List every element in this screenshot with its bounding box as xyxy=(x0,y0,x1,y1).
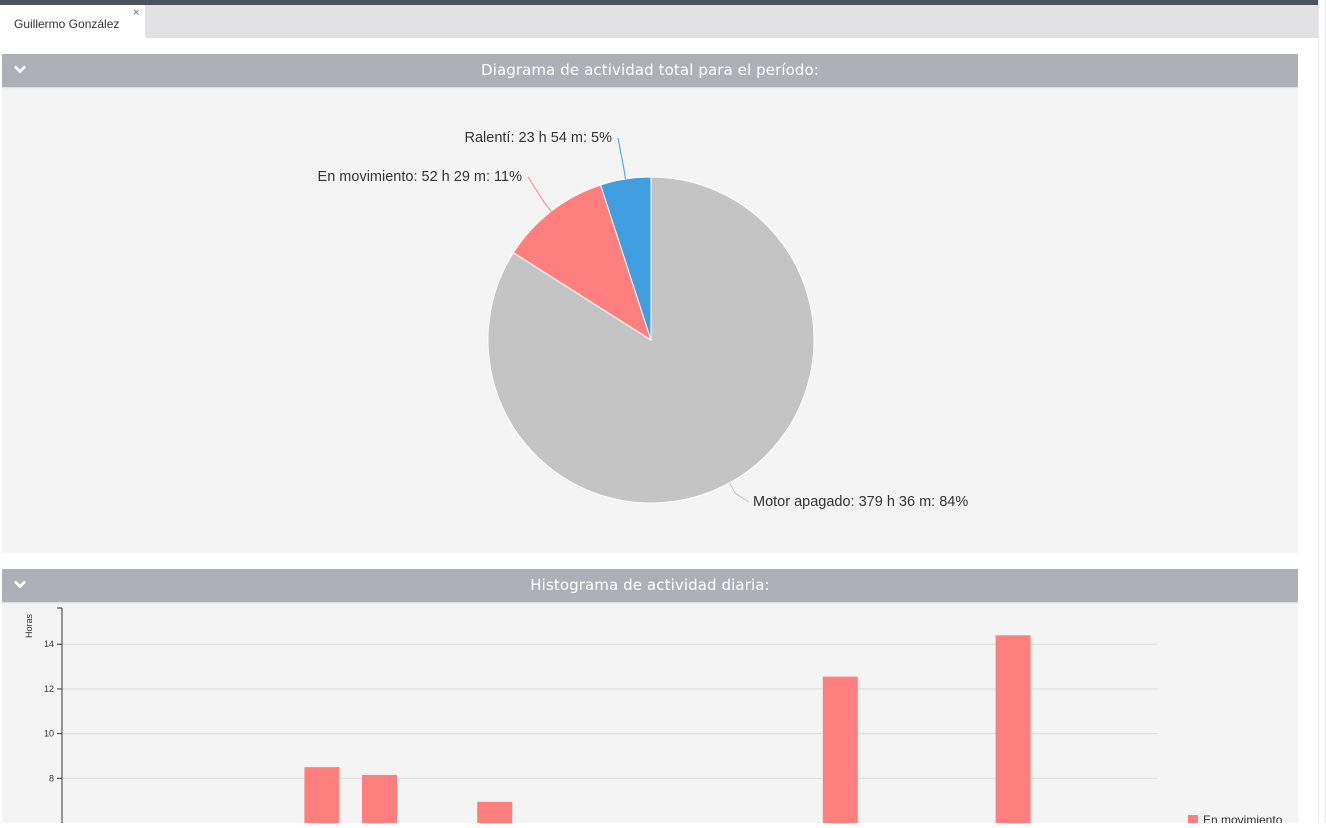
histogram-panel: Histograma de actividad diaria: 8 10 12 14 H… xyxy=(2,569,1298,827)
histogram-chart: 8 10 12 14 Horas En movimiento xyxy=(24,607,1283,827)
pie-slice[interactable] xyxy=(599,176,652,341)
y-tick-label: 14 xyxy=(44,639,54,649)
y-tick-label: 12 xyxy=(44,684,54,694)
y-tick-label: 10 xyxy=(44,729,54,739)
chevron-down-icon[interactable] xyxy=(14,569,28,602)
pie-panel-title: Diagrama de actividad total para el perí… xyxy=(481,61,819,79)
bar[interactable] xyxy=(362,774,397,825)
pie-panel-divider xyxy=(2,87,1298,89)
tab-strip: Guillermo González × xyxy=(0,5,1318,38)
pie-leader-line xyxy=(729,482,750,503)
pie-slice-label: Motor apagado: 379 h 36 m: 84% xyxy=(753,494,968,510)
pie-leader-line xyxy=(527,176,552,212)
scrollbar-thumb[interactable] xyxy=(1319,0,1325,823)
pie-slice-label: En movimiento: 52 h 29 m: 11% xyxy=(318,169,523,185)
legend-swatch xyxy=(1188,815,1198,825)
bar[interactable] xyxy=(477,801,513,825)
histogram-panel-divider xyxy=(2,602,1298,604)
close-icon[interactable]: × xyxy=(133,7,140,19)
window-top-bar xyxy=(0,0,1318,5)
pie-chart: Motor apagado: 379 h 36 m: 84% En movimie… xyxy=(318,130,969,510)
pie-slice[interactable] xyxy=(512,184,652,342)
bar[interactable] xyxy=(304,767,340,825)
histogram-panel-header[interactable]: Histograma de actividad diaria: xyxy=(2,569,1298,602)
bar[interactable] xyxy=(995,635,1031,825)
y-axis-label: Horas xyxy=(24,614,34,639)
pie-slice-label: Ralentí: 23 h 54 m: 5% xyxy=(465,130,613,146)
pie-leader-line xyxy=(617,137,626,180)
pie-panel: Diagrama de actividad total para el perí… xyxy=(2,54,1298,553)
y-tick-label: 8 xyxy=(49,773,54,783)
vertical-scrollbar[interactable] xyxy=(1318,0,1326,823)
histogram-panel-title: Histograma de actividad diaria: xyxy=(530,576,770,594)
chevron-down-icon[interactable] xyxy=(14,54,28,87)
tab-guillermo-gonzalez[interactable]: Guillermo González × xyxy=(0,5,145,38)
pie-panel-header[interactable]: Diagrama de actividad total para el perí… xyxy=(2,54,1298,87)
tab-label: Guillermo González xyxy=(14,17,120,31)
bar[interactable] xyxy=(822,676,858,825)
legend-label: En movimiento xyxy=(1203,813,1283,823)
